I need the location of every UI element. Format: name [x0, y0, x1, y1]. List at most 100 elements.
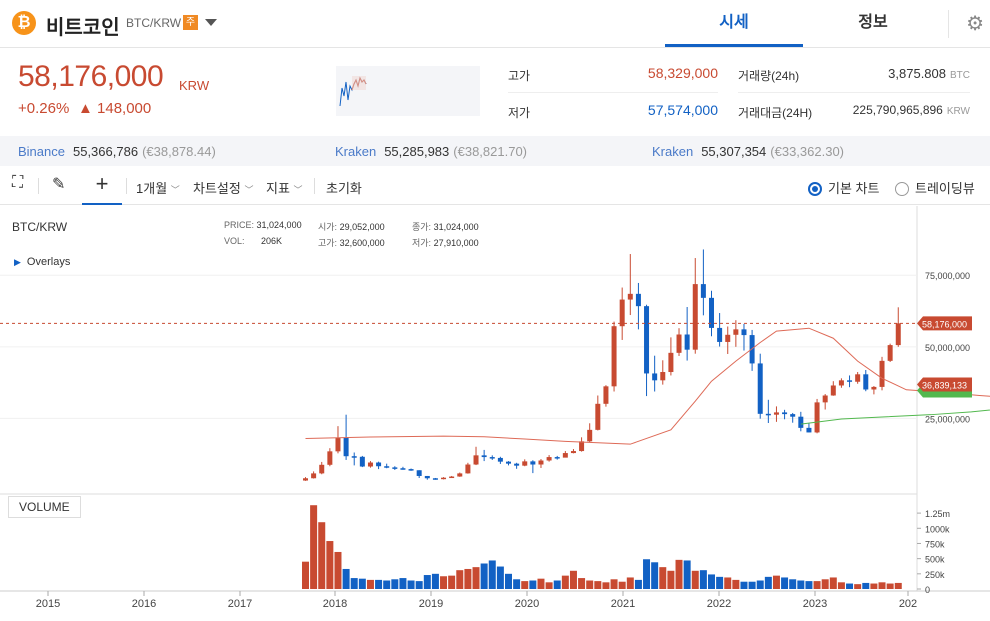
low-label: 저가 [508, 106, 531, 120]
indicators-select[interactable]: 지표 ﹀ [266, 178, 303, 197]
chart-svg[interactable]: 75,000,000 50,000,000 25,000,000 1.25m 1000k… [0, 206, 990, 621]
volume-tick-label: 500k [925, 555, 945, 565]
triangle-right-icon: ▶ [14, 257, 21, 267]
divider [738, 92, 970, 93]
candle-body [733, 329, 739, 335]
volume-bar [602, 582, 610, 589]
volume-bar [415, 581, 423, 589]
exchange-price: 55,285,983 [384, 144, 450, 159]
candle-body [700, 284, 706, 298]
volume-bar [383, 580, 391, 589]
x-tick-label: 2019 [419, 598, 443, 610]
volume-bar [488, 560, 496, 589]
candle-body [311, 473, 317, 479]
volume-bar [740, 581, 748, 589]
volume-bar [310, 505, 318, 589]
coin-name[interactable]: 비트코인 [46, 17, 120, 39]
volume-bar [643, 559, 651, 589]
candle-body [506, 461, 511, 464]
x-tick-label: 2016 [132, 598, 156, 610]
exchange-item[interactable]: Kraken 55,307,354 (€33,362.30) [652, 144, 844, 159]
candle-body [652, 373, 658, 381]
candle-body [830, 385, 836, 396]
candle-body [668, 352, 674, 373]
candle-body [441, 477, 447, 480]
period-select[interactable]: 1개월 ﹀ [136, 178, 180, 197]
volume-bar [764, 576, 772, 589]
volume-bar [513, 579, 521, 589]
candle-body [863, 374, 869, 390]
volume-bar [683, 560, 691, 589]
coin-badge: 주 [183, 15, 198, 30]
divider [508, 92, 718, 93]
tab-price[interactable]: 시세 [665, 0, 803, 47]
candle-body [400, 468, 406, 470]
overlays-toggle[interactable]: ▶ Overlays [14, 256, 70, 268]
tab-info[interactable]: 정보 [858, 14, 888, 31]
volume-bar [569, 570, 577, 589]
y-tick-label: 25,000,000 [925, 414, 970, 424]
gear-icon[interactable]: ⚙ [948, 10, 984, 38]
volume-bar [691, 570, 699, 589]
reset-button[interactable]: 초기화 [326, 181, 362, 196]
crosshair-icon[interactable]: + [82, 166, 122, 205]
volume-bar [407, 580, 415, 589]
volume-unit: BTC [950, 70, 970, 81]
change-percent: +0.26% [18, 100, 70, 117]
ohlc-legend: VOL: 206K [224, 236, 282, 246]
ohlc-legend: 종가: 31,024,000 [412, 220, 479, 233]
candle-body [822, 395, 828, 403]
ohlc-legend: 저가: 27,910,000 [412, 236, 479, 249]
exchange-item[interactable]: Kraken 55,285,983 (€38,821.70) [335, 144, 527, 159]
legend-value: 206K [261, 236, 283, 246]
pencil-icon[interactable]: ✎ [52, 176, 66, 193]
price-chart[interactable]: 75,000,000 50,000,000 25,000,000 1.25m 1000k… [0, 206, 990, 621]
candle-body [327, 451, 333, 465]
candle-body [838, 380, 844, 386]
volume-bar [334, 551, 342, 589]
candle-body [514, 463, 520, 466]
candle-body [579, 441, 585, 452]
volume-bar [366, 579, 374, 589]
legend-key: 고가: [318, 238, 338, 248]
amount-number: 225,790,965,896 [852, 103, 943, 117]
radio-tradingview[interactable]: 트레이딩뷰 [895, 178, 975, 197]
legend-value: 29,052,000 [339, 222, 385, 232]
volume-tick-label: 1.25m [925, 509, 950, 519]
volume-bar [561, 575, 569, 589]
x-tick-label: 2015 [36, 598, 60, 610]
coin-dropdown-caret-icon[interactable] [205, 19, 217, 26]
chart-settings-select[interactable]: 차트설정 ﹀ [193, 178, 253, 197]
volume-label-box[interactable]: VOLUME [8, 496, 81, 518]
volume-bar [854, 584, 862, 589]
candle-body [351, 456, 357, 458]
amount-unit: KRW [946, 106, 970, 117]
exchange-name: Kraken [652, 144, 694, 159]
volume-tick-label: 1000k [925, 524, 950, 534]
volume-bar [716, 576, 724, 589]
divider [38, 178, 39, 194]
exchange-item[interactable]: Binance 55,366,786 (€38,878.44) [18, 144, 216, 159]
candle-body [457, 473, 463, 477]
y-tick-label: 75,000,000 [925, 271, 970, 281]
volume-bar [781, 577, 789, 589]
radio-unselected-icon [895, 182, 909, 196]
fullscreen-icon[interactable]: ⛶ [12, 174, 24, 191]
radio-basic-chart[interactable]: 기본 차트 [808, 178, 879, 197]
exchange-eur: (€38,878.44) [142, 144, 216, 159]
candle-body [790, 414, 796, 417]
candle-body [725, 334, 731, 342]
current-price-label: 58,176,000 [922, 319, 967, 329]
candle-body [855, 374, 861, 382]
y-tick-label: 50,000,000 [925, 343, 970, 353]
volume-bar [423, 575, 431, 589]
volume-bar [358, 578, 366, 589]
ohlc-legend: 고가: 32,600,000 [318, 236, 385, 249]
candle-body [765, 413, 771, 416]
radio-basic-label: 기본 차트 [828, 181, 880, 196]
chevron-down-icon: ﹀ [293, 185, 303, 195]
ma-line [800, 409, 990, 425]
volume-bar [772, 575, 780, 589]
candle-body [692, 284, 698, 350]
volume-bar [878, 582, 886, 589]
